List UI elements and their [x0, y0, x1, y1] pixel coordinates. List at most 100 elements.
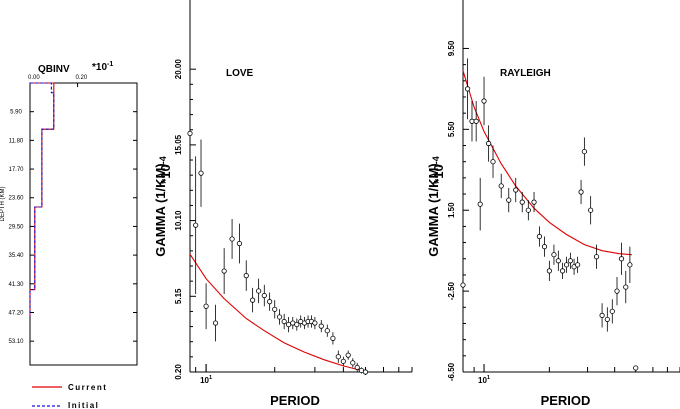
rayleigh-point-25 — [581, 148, 587, 155]
rayleigh-point-11 — [519, 199, 525, 205]
rayleigh-point-12 — [525, 207, 531, 213]
love-point-11 — [261, 292, 267, 299]
love-point-29 — [345, 352, 351, 358]
love-point-12 — [267, 299, 273, 305]
qbinv-ytick-5: 35.40 — [8, 253, 24, 259]
rayleigh-ylabel: GAMMA (1/KM) — [426, 163, 441, 256]
qbinv-ylabel: DEPTH (KM) — [0, 187, 6, 222]
love-point-30 — [350, 360, 356, 366]
love-point-15 — [281, 318, 287, 325]
love-ylabel: GAMMA (1/KM) — [153, 163, 168, 256]
love-point-14 — [276, 314, 283, 320]
love-point-1 — [193, 222, 199, 228]
rayleigh-xtick-0: 101 — [478, 375, 490, 385]
love-point-23 — [312, 320, 318, 326]
love-point-10 — [256, 288, 262, 294]
rayleigh-point-3 — [473, 118, 479, 124]
love-point-33 — [362, 369, 369, 375]
love-point-3 — [203, 303, 209, 309]
rayleigh-ytick-2: 1.50 — [447, 202, 456, 218]
rayleigh-point-21 — [567, 258, 573, 264]
rayleigh-point-18 — [555, 258, 561, 264]
qbinv-title: QBINV — [38, 64, 70, 75]
love-ytick-2: 10.10 — [174, 210, 183, 231]
rayleigh-point-9 — [506, 197, 512, 203]
qbinv-ytick-3: 23.60 — [8, 196, 24, 202]
legend-current-label: Current — [68, 383, 107, 392]
rayleigh-point-28 — [599, 312, 605, 318]
rayleigh-point-29 — [604, 316, 610, 323]
love-predicted-curve — [189, 253, 366, 372]
love-ytick-1: 5.15 — [174, 288, 183, 304]
rayleigh-point-16 — [546, 268, 552, 274]
qbinv-exponent-group: *10-1 — [92, 61, 113, 73]
love-point-18 — [294, 321, 300, 328]
rayleigh-point-1 — [464, 86, 471, 92]
qbinv-xtick-1: 0.20 — [76, 75, 88, 81]
rayleigh-point-20 — [563, 262, 570, 268]
rayleigh-point-2 — [469, 118, 475, 124]
qbinv-ytick-8: 53.10 — [8, 339, 24, 345]
rayleigh-exponent-group: *10-4 — [431, 155, 446, 184]
love-exponent-group: *10-4 — [158, 155, 173, 184]
qbinv-ytick-7: 47.20 — [8, 310, 24, 316]
qbinv-exponent: *10-1 — [92, 61, 113, 73]
rayleigh-point-4 — [477, 201, 483, 207]
rayleigh-predicted-curve — [462, 70, 632, 256]
rayleigh-point-32 — [618, 256, 625, 262]
love-xtick-0: 101 — [200, 375, 212, 385]
rayleigh-point-17 — [551, 252, 557, 258]
qbinv-frame — [29, 82, 138, 366]
rayleigh-point-14 — [536, 233, 543, 240]
love-title: LOVE — [226, 68, 254, 79]
rayleigh-point-19 — [559, 268, 566, 274]
rayleigh-point-13 — [531, 199, 537, 205]
rayleigh-point-31 — [614, 288, 620, 294]
rayleigh-point-26 — [588, 207, 594, 213]
qbinv-ytick-2: 17.70 — [8, 167, 24, 173]
rayleigh-point-30 — [609, 308, 615, 314]
rayleigh-point-34 — [627, 262, 633, 268]
rayleigh-ytick-1: -2.50 — [447, 281, 456, 300]
rayleigh-point-7 — [490, 159, 496, 165]
qbinv-ytick-4: 29.50 — [8, 224, 24, 230]
love-point-16 — [285, 321, 292, 328]
rayleigh-ytick-4: 9.50 — [447, 40, 456, 56]
love-point-24 — [318, 323, 324, 329]
rayleigh-point-23 — [575, 262, 581, 268]
rayleigh-point-33 — [623, 284, 629, 290]
love-exponent: *10-4 — [158, 155, 173, 184]
rayleigh-ytick-0: -6.50 — [447, 362, 456, 381]
love-ytick-4: 20.00 — [174, 59, 183, 80]
love-point-26 — [330, 335, 336, 341]
rayleigh-ytick-3: 5.50 — [447, 121, 456, 137]
rayleigh-point-5 — [481, 98, 487, 104]
rayleigh-point-10 — [513, 187, 519, 193]
qbinv-ytick-6: 41.30 — [8, 282, 24, 288]
love-point-6 — [229, 236, 235, 242]
qbinv-series-initial — [29, 82, 55, 317]
qbinv-ytick-1: 11.80 — [9, 138, 24, 144]
legend-initial-label: Initial — [68, 401, 99, 409]
rayleigh-title: RAYLEIGH — [500, 68, 551, 79]
love-ytick-0: 0.20 — [174, 364, 183, 380]
love-point-7 — [236, 240, 243, 247]
rayleigh-point-35 — [633, 365, 639, 371]
love-point-13 — [272, 306, 278, 312]
love-point-2 — [198, 170, 204, 176]
love-point-27 — [335, 354, 341, 360]
qbinv-ytick-0: 5.90 — [10, 110, 22, 116]
love-point-25 — [324, 328, 330, 334]
rayleigh-point-27 — [593, 254, 600, 260]
rayleigh-exponent: *10-4 — [431, 155, 446, 184]
love-point-28 — [340, 358, 346, 364]
love-point-5 — [221, 268, 227, 274]
love-point-9 — [250, 297, 256, 303]
rayleigh-xlabel: PERIOD — [541, 393, 591, 408]
love-point-0 — [187, 130, 193, 137]
rayleigh-point-15 — [541, 244, 548, 250]
love-xlabel: PERIOD — [270, 393, 320, 408]
rayleigh-point-6 — [486, 140, 492, 147]
rayleigh-point-8 — [498, 183, 504, 189]
